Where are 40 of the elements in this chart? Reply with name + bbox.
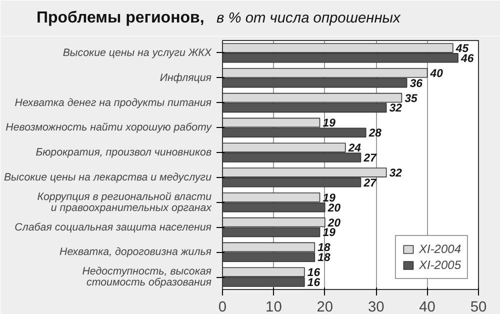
y-tick-label: Высокие цены на услуги ЖКХ: [62, 46, 212, 59]
data-label: 20: [326, 202, 342, 214]
data-label: 32: [389, 167, 403, 180]
legend-label: XI-2004: [418, 242, 461, 256]
legend-label: XI-2005: [418, 258, 461, 272]
chart-subtitle: в % от числа опрошенных: [216, 10, 402, 26]
data-label: 27: [362, 177, 378, 190]
data-label: 18: [318, 252, 331, 264]
y-tick-label: Бюрократия, произвол чиновников: [36, 146, 212, 159]
y-tick-label: Коррупция в региональной власти и правоохранительных органах: [37, 190, 212, 214]
x-tick-label: 0: [218, 300, 227, 314]
y-tick-label: Нехватка денег на продукты питания: [14, 96, 212, 109]
data-label: 19: [322, 192, 336, 204]
y-tick-label: Инфляция: [160, 72, 212, 84]
x-tick-label: 30: [368, 300, 384, 314]
data-label: 16: [307, 267, 321, 280]
x-tick-label: 20: [316, 300, 334, 314]
y-tick-label: Недоступность, высокая стоимость образования: [82, 266, 212, 288]
data-label: 20: [326, 217, 342, 230]
y-tick-label: Невозможность найти хорошую работу: [6, 122, 212, 134]
data-label: 19: [322, 118, 336, 130]
data-label: 40: [429, 68, 444, 80]
chart-title: Проблемы регионов,: [36, 10, 204, 26]
data-label: 24: [347, 142, 362, 155]
x-tick-label: 40: [419, 300, 436, 314]
data-label: 35: [404, 92, 418, 105]
data-label: 46: [460, 52, 474, 65]
x-tick-label: 10: [266, 300, 282, 314]
x-tick-label: 50: [470, 300, 487, 314]
data-label: 36: [410, 78, 424, 90]
data-label: 28: [368, 128, 382, 140]
data-label: 19: [322, 227, 336, 240]
data-label: 32: [389, 102, 403, 115]
data-label: 18: [318, 242, 331, 254]
data-label: 27: [362, 152, 378, 165]
data-label: 16: [307, 277, 321, 290]
y-tick-label: Нехватка, дороговизна жилья: [60, 246, 212, 258]
data-label: 45: [454, 42, 470, 55]
y-tick-label: Слабая социальная защита населения: [14, 221, 212, 234]
y-tick-label: Высокие цены на лекарства и медуслуги: [4, 171, 212, 184]
